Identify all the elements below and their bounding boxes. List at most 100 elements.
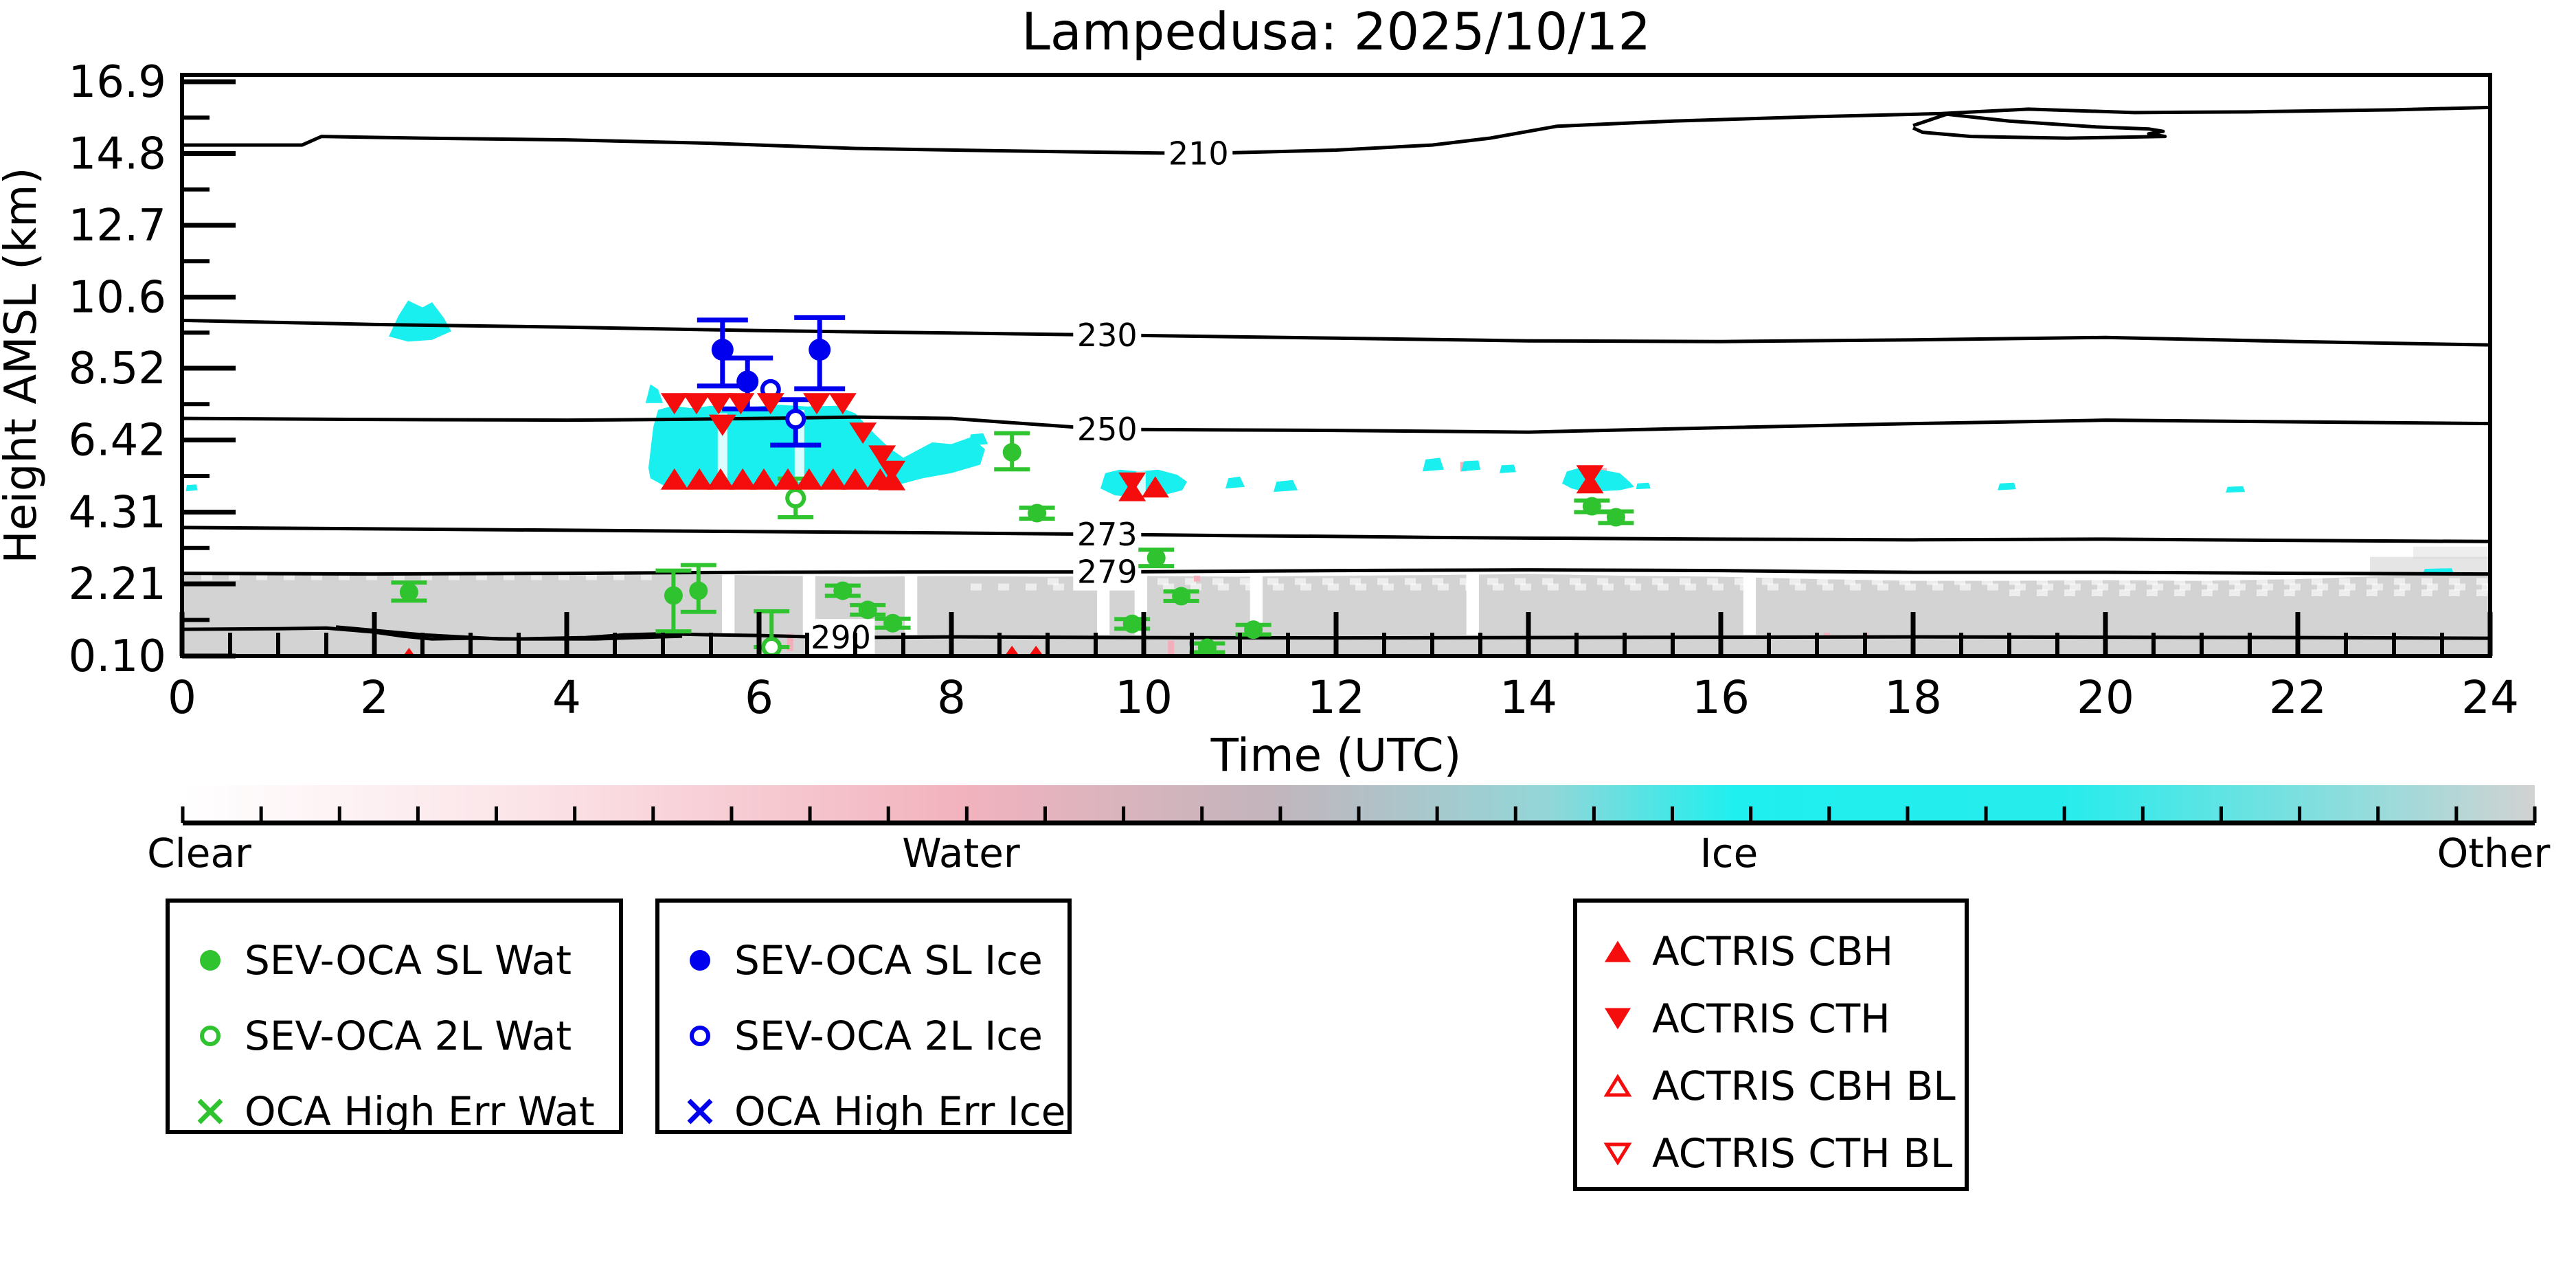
legend-item-label: ACTRIS CTH: [1652, 995, 1890, 1042]
isotherm-label-mask: [1073, 515, 1142, 553]
data-point-triangle: [683, 393, 710, 415]
isotherm-210: [182, 105, 2490, 156]
band-clear-gap: [802, 570, 815, 635]
data-point-circle: [399, 583, 418, 602]
y-tick-label: 12.7: [69, 201, 167, 251]
legend-marker-triangle-icon: [1603, 1074, 1632, 1097]
data-point-circle: [711, 339, 734, 361]
data-point-triangle: [1141, 476, 1169, 498]
ice-cloud-patch: [1274, 479, 1298, 493]
band-clear-gap: [722, 570, 735, 635]
isotherm-label-273: 273: [1077, 516, 1138, 553]
colorbar-label-ice: Ice: [1700, 830, 1759, 877]
data-point-triangle: [707, 468, 734, 490]
legend-item-label: ACTRIS CBH: [1652, 928, 1893, 975]
colorbar-label-clear: Clear: [147, 830, 251, 877]
x-tick-label: 14: [1500, 671, 1557, 724]
ice-cloud-patch: [1998, 482, 2016, 490]
isotherm-label-250: 250: [1077, 411, 1138, 448]
data-point-triangle: [774, 468, 802, 490]
data-point-circle: [664, 586, 683, 605]
legend-item-label: ACTRIS CBH BL: [1652, 1063, 1956, 1109]
data-point-triangle: [828, 393, 857, 415]
pink-speckle: [1194, 576, 1200, 582]
legend-item-label: ACTRIS CTH BL: [1652, 1130, 1952, 1177]
legend-box-actris: ACTRIS CBH ACTRIS CTH ACTRIS CBH BL ACTRIS …: [1573, 899, 1969, 1191]
data-point-triangle: [1576, 472, 1604, 494]
data-point-open-circle: [761, 637, 782, 656]
isotherm-label-mask: [806, 619, 875, 656]
ice-cloud-patch: [1500, 464, 1516, 473]
data-point-triangle: [729, 468, 757, 490]
isotherm-label-mask: [1073, 411, 1142, 449]
legend-box-water: SEV-OCA SL Wat SEV-OCA 2L Wat OCA High Err…: [166, 899, 623, 1135]
pink-speckle: [787, 633, 793, 651]
data-point-circle: [1172, 587, 1191, 606]
legend-item-label: SEV-OCA SL Wat: [245, 937, 572, 984]
data-point-open-circle: [785, 488, 806, 509]
legend-border: [166, 899, 623, 1134]
data-point-circle: [1582, 497, 1601, 516]
ice-cloud-patch: [1562, 467, 1634, 493]
data-point-circle: [1028, 504, 1047, 523]
isotherm-279: [182, 568, 2490, 576]
legend-border: [655, 899, 1072, 1134]
x-tick-label: 22: [2269, 671, 2327, 724]
x-tick-label: 16: [1692, 671, 1750, 724]
data-point-triangle: [803, 393, 831, 415]
band-clear-gap: [905, 570, 918, 635]
legend-marker-x-icon: [687, 1098, 713, 1125]
data-point-circle: [1122, 614, 1142, 633]
page-title: Lampedusa: 2025/10/12: [1021, 1, 1651, 62]
legend-marker-circle-open-icon: [690, 1026, 710, 1046]
ice-cloud-patch: [1461, 460, 1480, 472]
plot-frame-and-ticks: 0 2 4 6 8 10 12 14 16 18 20 22 240.102.214.316.428.5…: [69, 57, 2519, 724]
y-tick-label: 14.8: [69, 129, 167, 180]
ice-cloud-patch: [969, 433, 988, 446]
y-tick-label: 16.9: [69, 57, 167, 108]
ice-cloud-patch: [1225, 476, 1245, 489]
isotherm-segment: [335, 625, 683, 641]
x-tick-label: 6: [745, 671, 773, 724]
legend-marker-triangle-icon: [1605, 1008, 1631, 1030]
legend-marker-triangle-icon: [1605, 940, 1631, 962]
x-tick-label: 20: [2077, 671, 2134, 724]
data-point-circle: [1146, 548, 1166, 567]
series-sev-oca-sl-ice: [697, 315, 846, 411]
data-point-triangle: [1118, 479, 1146, 501]
isotherm-230: [182, 318, 2490, 347]
data-point-triangle: [686, 468, 714, 490]
isotherm-label-mask: [1073, 316, 1142, 354]
data-point-circle: [689, 581, 708, 600]
colorbar-label-water: Water: [902, 830, 1020, 877]
data-point-circle: [1244, 620, 1263, 640]
legend-marker-x-icon: [197, 1098, 223, 1125]
data-point-circle: [858, 600, 877, 620]
data-point-triangle: [750, 468, 778, 490]
series-actris-cth: [660, 393, 1604, 494]
legend-item-label: SEV-OCA 2L Ice: [734, 1013, 1043, 1059]
data-point-triangle: [1004, 646, 1020, 656]
legend-marker-circle-open-icon: [200, 1026, 221, 1046]
data-point-triangle: [849, 422, 877, 444]
x-tick-label: 0: [168, 671, 196, 724]
ice-cloud-patch: [389, 300, 451, 342]
data-point-circle: [1606, 508, 1625, 527]
x-tick-label: 2: [360, 671, 389, 724]
isotherm-label-mask: [1073, 553, 1142, 591]
legend-box-ice: SEV-OCA SL Ice SEV-OCA 2L Ice OCA High Err…: [655, 899, 1072, 1135]
data-point-triangle: [705, 393, 733, 415]
y-tick-label: 10.6: [69, 273, 167, 324]
x-tick-label: 12: [1307, 671, 1365, 724]
data-point-triangle: [868, 445, 896, 467]
pink-speckle: [1168, 640, 1175, 655]
data-point-circle: [809, 339, 831, 361]
category-colorbar: Clear Water Ice Other: [147, 785, 2550, 877]
data-point-triangle: [878, 468, 906, 490]
legend-border: [1573, 899, 1969, 1191]
data-point-circle: [1197, 638, 1217, 656]
isotherm-label-210: 210: [1168, 135, 1229, 172]
y-tick-label: 0.10: [69, 631, 167, 682]
